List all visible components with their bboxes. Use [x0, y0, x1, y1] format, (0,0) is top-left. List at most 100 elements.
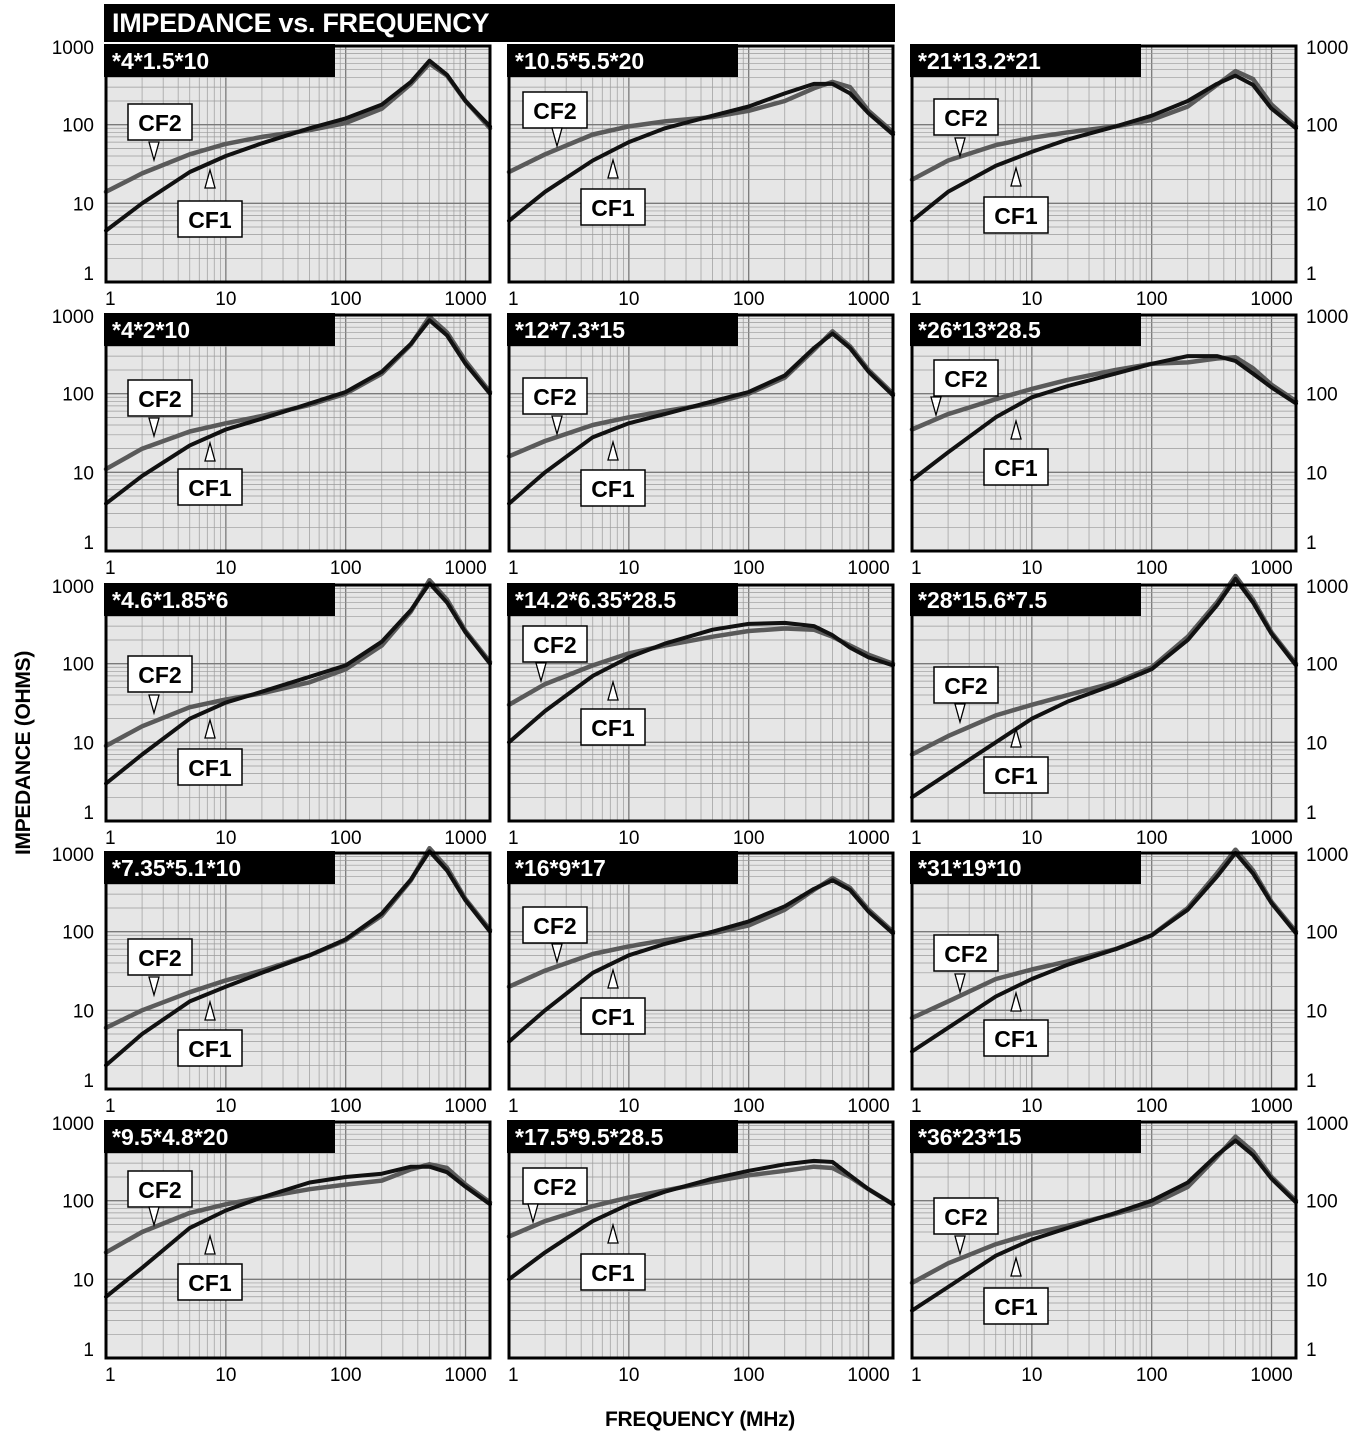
- x-tick-label: 100: [1136, 289, 1168, 310]
- x-tick-label: 1000: [444, 289, 486, 310]
- series-line-cf1: [104, 318, 492, 506]
- x-tick-label: 1000: [444, 1365, 486, 1386]
- x-tick-label: 1: [911, 1096, 922, 1117]
- series-label-cf2: CF2: [138, 662, 181, 688]
- series-label-box-cf1: [983, 1019, 1049, 1057]
- y-tick-label: 100: [1306, 116, 1338, 137]
- arrow-down-icon: [954, 1235, 966, 1257]
- chart-panel: *12*7.3*15 1 10 100 1000 CF2 CF1: [506, 313, 896, 579]
- series-line-cf1: [507, 878, 895, 1044]
- panel-title: *31*19*10: [918, 855, 1022, 881]
- x-tick-label: 1: [105, 1365, 116, 1386]
- series-label-cf1: CF1: [994, 455, 1038, 481]
- panel-title: *16*9*17: [515, 855, 606, 881]
- series-label-cf1: CF1: [188, 207, 232, 233]
- x-tick-label: 1: [508, 1096, 519, 1117]
- arrow-up-icon: [1010, 418, 1022, 440]
- panel-title-bar: [910, 1120, 1141, 1153]
- series-label-cf2: CF2: [944, 941, 987, 967]
- chart-panel: *16*9*17 1 10 100 1000 CF2 CF1: [506, 851, 896, 1117]
- x-tick-label: 1000: [1250, 289, 1292, 310]
- y-tick-label: 100: [1306, 385, 1338, 406]
- arrow-down-icon: [535, 662, 547, 684]
- series-line-cf1: [507, 1158, 895, 1282]
- y-tick-label: 100: [62, 1192, 94, 1213]
- series-label-cf2: CF2: [944, 1204, 987, 1230]
- x-tick-label: 10: [215, 558, 236, 579]
- x-tick-label: 10: [1021, 558, 1042, 579]
- series-label-box-cf1: [177, 748, 243, 786]
- y-tick-label: 100: [1306, 1192, 1338, 1213]
- chart-panel: *9.5*4.8*20 1 10 100 1000 1 10 100 1000 CF2 CF1: [52, 1114, 493, 1386]
- series-label-box-cf1: [983, 448, 1049, 486]
- x-tick-label: 100: [330, 1096, 362, 1117]
- series-line-cf1: [104, 1164, 492, 1299]
- series-line-cf2: [909, 1134, 1299, 1286]
- arrow-up-icon: [204, 717, 216, 739]
- x-tick-label: 1: [508, 289, 519, 310]
- y-tick-label: 1000: [1306, 38, 1348, 59]
- x-tick-label: 10: [618, 828, 639, 849]
- x-tick-label: 10: [1021, 828, 1042, 849]
- y-tick-label: 10: [1306, 1270, 1327, 1291]
- x-tick-label: 1000: [847, 1096, 889, 1117]
- chart-panel: *10.5*5.5*20 1 10 100 1000 CF2 CF1: [506, 44, 896, 310]
- y-tick-label: 1000: [1306, 1114, 1348, 1135]
- y-tick-label: 1: [83, 1340, 94, 1361]
- panel-title: *9.5*4.8*20: [112, 1124, 228, 1150]
- y-tick-label: 1: [1306, 1340, 1317, 1361]
- x-tick-label: 100: [733, 1365, 765, 1386]
- x-tick-label: 1000: [847, 558, 889, 579]
- series-label-cf1: CF1: [591, 1260, 635, 1286]
- series-line-cf1: [910, 851, 1298, 1054]
- arrow-up-icon: [607, 967, 619, 989]
- series-line-cf2: [506, 79, 896, 175]
- chart-panel: *14.2*6.35*28.5 1 10 100 1000 CF2 CF1: [506, 583, 896, 849]
- x-tick-label: 100: [330, 289, 362, 310]
- series-line-cf1: [910, 576, 1298, 800]
- arrow-up-icon: [1010, 726, 1022, 748]
- x-tick-label: 1: [911, 289, 922, 310]
- x-tick-label: 1: [508, 828, 519, 849]
- x-tick-label: 100: [1136, 1096, 1168, 1117]
- y-tick-label: 100: [1306, 923, 1338, 944]
- panel-title-bar: [507, 1120, 738, 1153]
- series-label-box-cf2: [127, 938, 193, 976]
- y-tick-label: 1000: [52, 1114, 94, 1135]
- series-label-box-cf2: [522, 1167, 588, 1205]
- series-label-box-cf1: [580, 708, 646, 746]
- panel-title: *17.5*9.5*28.5: [515, 1124, 664, 1150]
- y-tick-label: 1000: [1306, 307, 1348, 328]
- arrow-down-icon: [551, 415, 563, 437]
- x-tick-label: 10: [618, 558, 639, 579]
- x-tick-label: 100: [330, 828, 362, 849]
- x-axis-label: FREQUENCY (MHz): [605, 1408, 795, 1431]
- series-line-cf2: [909, 68, 1299, 182]
- series-line-cf1: [104, 58, 492, 233]
- series-line-cf1: [910, 1138, 1298, 1313]
- x-tick-label: 1000: [847, 289, 889, 310]
- chart-panel: *7.35*5.1*10 1 10 100 1000 1 10 100 1000 CF2 CF1: [52, 845, 493, 1117]
- x-tick-label: 10: [1021, 1365, 1042, 1386]
- panel-title: *4*2*10: [112, 317, 190, 343]
- chart-panel: *17.5*9.5*28.5 1 10 100 1000 CF2 CF1: [506, 1120, 896, 1386]
- chart-panel: *31*19*10 1 10 100 1000 1 10 100 1000 CF2 CF1: [909, 845, 1348, 1117]
- y-tick-label: 1: [83, 1071, 94, 1092]
- series-label-box-cf1: [983, 1287, 1049, 1325]
- arrow-down-icon: [930, 396, 942, 418]
- x-tick-label: 1000: [1250, 1365, 1292, 1386]
- y-tick-label: 1: [1306, 803, 1317, 824]
- x-tick-label: 1: [105, 1096, 116, 1117]
- x-tick-label: 1: [105, 289, 116, 310]
- x-tick-label: 1000: [847, 828, 889, 849]
- panel-title: *12*7.3*15: [515, 317, 625, 343]
- x-tick-label: 10: [618, 1096, 639, 1117]
- series-label-box-cf2: [933, 359, 999, 397]
- series-label-cf1: CF1: [188, 755, 232, 781]
- series-label-cf2: CF2: [533, 384, 576, 410]
- arrow-down-icon: [148, 694, 160, 716]
- series-label-cf2: CF2: [533, 913, 576, 939]
- y-tick-label: 10: [1306, 733, 1327, 754]
- chart-panel: *21*13.2*21 1 10 100 1000 1 10 100 1000 CF2 CF1: [909, 38, 1348, 310]
- x-tick-label: 1: [508, 558, 519, 579]
